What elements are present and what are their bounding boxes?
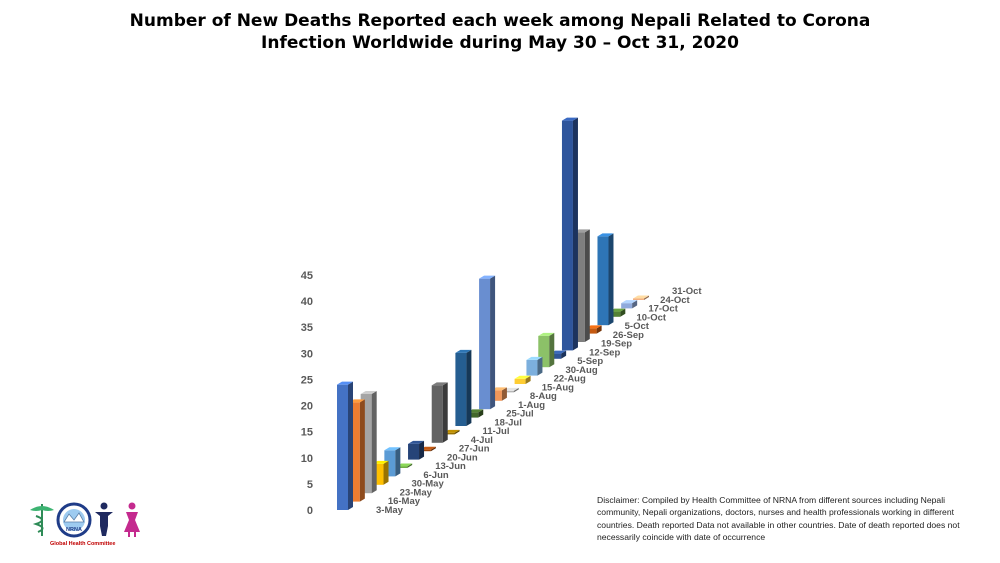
x-tick-label: 11-Jul (483, 426, 510, 437)
x-tick-label: 24-Oct (660, 295, 690, 306)
bar (514, 375, 531, 384)
chart-title: Number of New Deaths Reported each week … (0, 10, 1000, 54)
x-tick-label: 20-Jun (447, 452, 478, 463)
y-axis: 0 5 10 15 20 25 30 35 40 45 (301, 270, 313, 517)
y-tick-label: 30 (301, 348, 313, 360)
x-tick-label: 13-Jun (435, 461, 466, 472)
x-tick-label: 30-Aug (565, 365, 597, 376)
x-tick-label: 10-Oct (636, 312, 666, 323)
bar-series (337, 117, 649, 510)
bar (408, 440, 425, 460)
bar (384, 447, 401, 477)
x-axis: 3-May16-May23-May30-May6-Jun13-Jun20-Jun… (376, 286, 702, 516)
nrna-logo: NRNA (30, 502, 140, 538)
x-tick-label: 12-Sep (589, 347, 620, 358)
nrna-globe-icon (56, 502, 92, 538)
bar (561, 117, 578, 351)
x-tick-label: 25-Jul (506, 409, 533, 420)
y-tick-label: 15 (301, 427, 313, 439)
y-tick-label: 25 (301, 374, 313, 386)
bar (360, 390, 377, 494)
x-tick-label: 27-Jun (459, 444, 490, 455)
x-tick-label: 8-Aug (530, 391, 557, 402)
bar (621, 300, 638, 309)
bar (479, 275, 496, 410)
nrna-badge-text: NRNA (66, 527, 82, 533)
y-tick-label: 40 (301, 296, 313, 308)
bar (597, 233, 614, 326)
x-tick-label: 31-Oct (672, 286, 702, 297)
chart-title-line-2: Infection Worldwide during May 30 – Oct … (261, 33, 739, 53)
y-tick-label: 20 (301, 401, 313, 413)
x-tick-label: 5-Oct (625, 321, 650, 332)
x-tick-label: 15-Aug (542, 382, 574, 393)
bar (337, 381, 353, 510)
y-tick-label: 0 (307, 505, 313, 517)
bar (455, 349, 472, 426)
bar (538, 332, 555, 368)
y-tick-label: 45 (301, 270, 313, 282)
x-tick-label: 3-May (376, 505, 404, 516)
y-tick-label: 5 (307, 479, 313, 491)
chart-title-line-1: Number of New Deaths Reported each week … (129, 11, 871, 31)
x-tick-label: 18-Jul (494, 417, 521, 428)
x-tick-label: 1-Aug (518, 400, 545, 411)
bar (431, 382, 448, 443)
x-tick-label: 17-Oct (648, 304, 678, 315)
x-tick-label: 30-May (412, 479, 445, 490)
caduceus-icon (30, 504, 54, 536)
logo-caption: Global Health Committee (50, 541, 116, 547)
bar (526, 356, 543, 376)
x-tick-label: 16-May (388, 496, 421, 507)
female-figure-icon (124, 502, 140, 537)
male-figure-icon (95, 502, 113, 536)
y-tick-label: 10 (301, 453, 313, 465)
y-tick-label: 35 (301, 322, 313, 334)
x-tick-label: 5-Sep (577, 356, 603, 367)
x-tick-label: 19-Sep (601, 339, 632, 350)
x-tick-label: 22-Aug (554, 374, 586, 385)
x-tick-label: 6-Jun (423, 470, 449, 481)
bar (633, 295, 649, 300)
disclaimer-text: Disclaimer: Compiled by Health Committee… (597, 495, 960, 543)
x-tick-label: 4-Jul (471, 435, 493, 446)
x-tick-label: 23-May (400, 487, 433, 498)
x-tick-label: 26-Sep (613, 330, 644, 341)
